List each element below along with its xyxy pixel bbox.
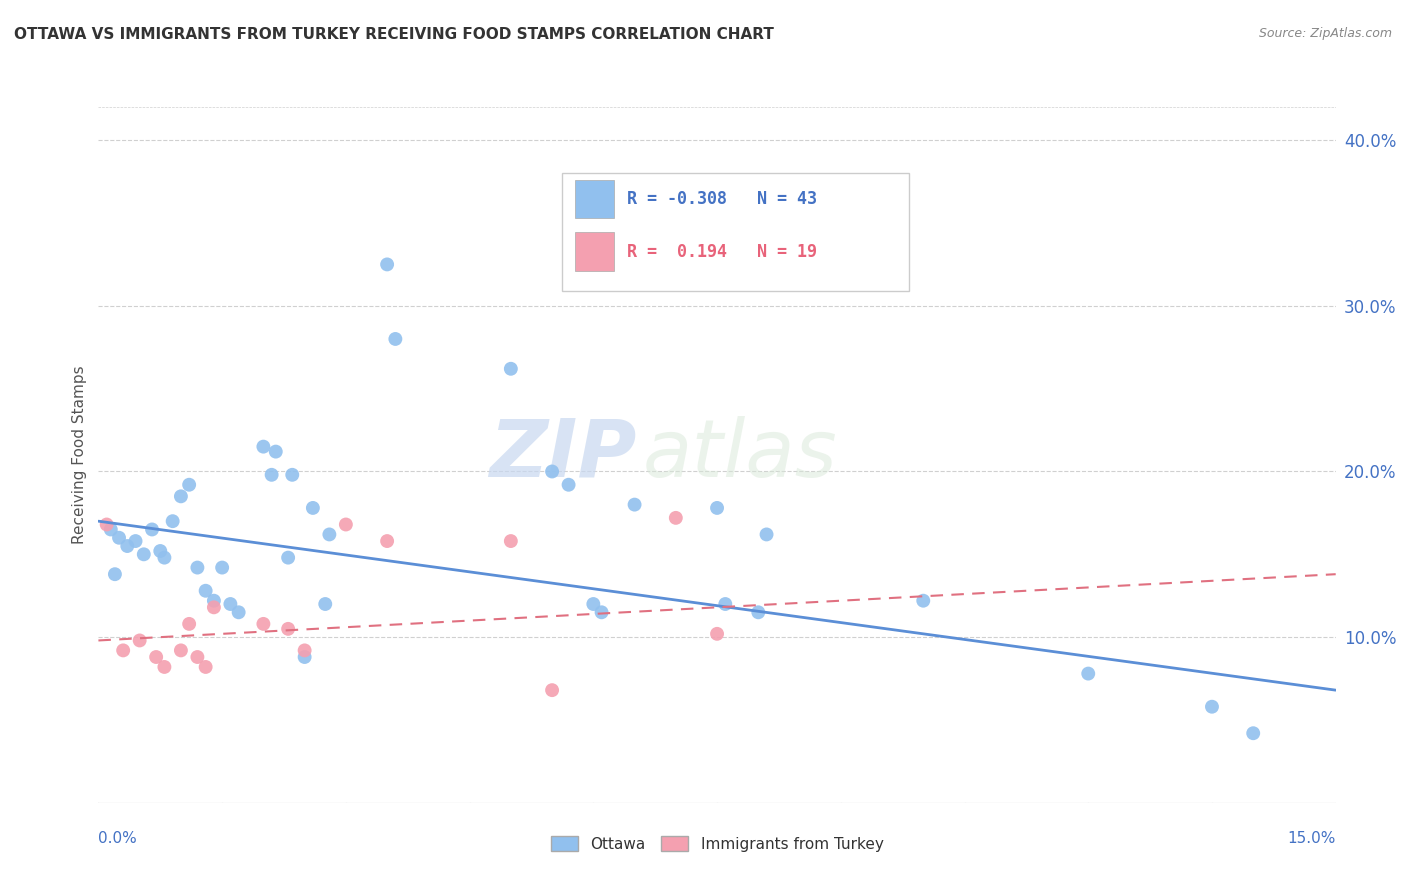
Point <box>228 605 250 619</box>
Point <box>108 531 131 545</box>
Point <box>714 597 737 611</box>
Point <box>202 593 225 607</box>
Point <box>335 517 357 532</box>
Point <box>186 560 208 574</box>
Point <box>706 500 728 515</box>
FancyBboxPatch shape <box>575 180 614 219</box>
Point <box>260 467 283 482</box>
Text: Source: ZipAtlas.com: Source: ZipAtlas.com <box>1258 27 1392 40</box>
Point <box>104 567 127 582</box>
Point <box>294 650 316 665</box>
Point <box>179 477 201 491</box>
Point <box>141 523 163 537</box>
Point <box>281 467 304 482</box>
Point <box>541 683 564 698</box>
Point <box>277 550 299 565</box>
Point <box>162 514 184 528</box>
Point <box>277 622 299 636</box>
Point <box>149 544 172 558</box>
Point <box>747 605 769 619</box>
Point <box>153 550 176 565</box>
Point <box>124 534 146 549</box>
Point <box>117 539 139 553</box>
Point <box>219 597 242 611</box>
Point <box>755 527 778 541</box>
Text: ZIP: ZIP <box>489 416 637 494</box>
Point <box>557 477 579 491</box>
Point <box>706 627 728 641</box>
Point <box>264 444 287 458</box>
Point <box>100 523 122 537</box>
FancyBboxPatch shape <box>575 232 614 270</box>
FancyBboxPatch shape <box>562 173 908 292</box>
Point <box>314 597 336 611</box>
Text: 0.0%: 0.0% <box>98 830 138 846</box>
Point <box>1201 699 1223 714</box>
Legend: Ottawa, Immigrants from Turkey: Ottawa, Immigrants from Turkey <box>544 830 890 858</box>
Point <box>211 560 233 574</box>
Point <box>186 650 208 665</box>
Point <box>252 616 274 631</box>
Point <box>202 600 225 615</box>
Point <box>153 660 176 674</box>
Point <box>170 643 193 657</box>
Point <box>302 500 325 515</box>
Point <box>1241 726 1264 740</box>
Point <box>145 650 167 665</box>
Point <box>623 498 645 512</box>
Point <box>194 660 217 674</box>
Point <box>375 257 398 271</box>
Point <box>912 593 935 607</box>
Point <box>96 517 118 532</box>
Text: atlas: atlas <box>643 416 838 494</box>
Point <box>128 633 150 648</box>
Text: 15.0%: 15.0% <box>1288 830 1336 846</box>
Point <box>384 332 406 346</box>
Point <box>541 465 564 479</box>
Point <box>582 597 605 611</box>
Point <box>665 511 688 525</box>
Point <box>499 534 522 549</box>
Point <box>132 547 155 561</box>
Text: R =  0.194   N = 19: R = 0.194 N = 19 <box>627 243 817 260</box>
Point <box>170 489 193 503</box>
Point <box>294 643 316 657</box>
Point <box>179 616 201 631</box>
Point <box>591 605 613 619</box>
Point <box>112 643 135 657</box>
Text: R = -0.308   N = 43: R = -0.308 N = 43 <box>627 190 817 208</box>
Point <box>375 534 398 549</box>
Text: OTTAWA VS IMMIGRANTS FROM TURKEY RECEIVING FOOD STAMPS CORRELATION CHART: OTTAWA VS IMMIGRANTS FROM TURKEY RECEIVI… <box>14 27 773 42</box>
Y-axis label: Receiving Food Stamps: Receiving Food Stamps <box>72 366 87 544</box>
Point <box>499 361 522 376</box>
Point <box>194 583 217 598</box>
Point <box>318 527 340 541</box>
Point <box>1077 666 1099 681</box>
Point <box>252 440 274 454</box>
